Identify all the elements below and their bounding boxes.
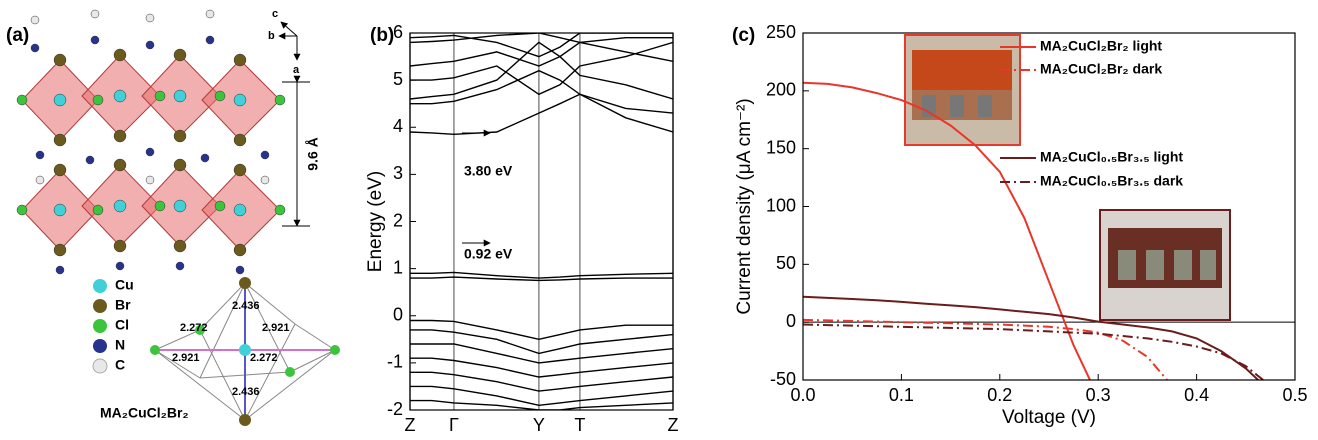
x-tick-label: Γ <box>449 415 459 435</box>
series-line <box>410 93 673 136</box>
series-line <box>410 69 673 114</box>
legend-label: MA₂CuCl₂Br₂ light <box>1040 38 1162 54</box>
y-axis-label: Current density (μA cm⁻²) <box>734 98 755 314</box>
x-tick-label: 0.2 <box>987 385 1012 405</box>
y-tick-label: 2 <box>393 210 403 230</box>
element-label: Cu <box>115 277 134 293</box>
series-line <box>410 33 673 58</box>
x-tick-label: Y <box>533 415 545 435</box>
panel-label: (b) <box>370 25 394 46</box>
bond-length: 2.436 <box>232 386 260 398</box>
bond-length: 2.921 <box>172 352 200 364</box>
layer-spacing: 9.6 Å <box>305 137 321 170</box>
legend-label: MA₂CuCl₂Br₂ dark <box>1040 61 1162 77</box>
series-line <box>803 318 1169 380</box>
y-tick-label: 200 <box>766 80 796 100</box>
x-tick-label: Z <box>405 415 416 435</box>
plot-frame <box>409 32 674 411</box>
element-label: Br <box>115 297 131 313</box>
axis-label: c <box>272 8 278 20</box>
y-tick-label: 3 <box>393 163 403 183</box>
x-tick-label: 0.4 <box>1184 385 1209 405</box>
panel-label: (a) <box>6 25 29 46</box>
x-tick-label: 0.0 <box>790 385 815 405</box>
element-label: Cl <box>115 317 129 333</box>
y-tick-label: 250 <box>766 22 796 42</box>
element-label: C <box>115 357 125 373</box>
y-tick-label: -1 <box>387 352 403 372</box>
y-tick-label: 5 <box>393 69 403 89</box>
series-line <box>410 41 673 96</box>
series-line <box>803 295 1260 380</box>
y-tick-label: 50 <box>776 253 796 273</box>
x-tick-label: Z <box>668 415 679 435</box>
y-tick-label: 1 <box>393 257 403 277</box>
bond-length: 2.272 <box>180 322 208 334</box>
bond-length: 2.436 <box>232 300 260 312</box>
y-tick-label: 6 <box>393 22 403 42</box>
annotation: 0.92 eV <box>464 246 513 262</box>
crystal-structure: (a) c b a <box>6 8 340 426</box>
series-line <box>410 329 673 355</box>
plot-area <box>410 33 673 410</box>
series-line <box>410 343 673 364</box>
axis-label: a <box>293 64 300 76</box>
series-line <box>410 319 673 341</box>
device-photo <box>904 34 1231 321</box>
plot-frame <box>802 32 1296 381</box>
panel-label: (c) <box>732 25 755 46</box>
legend-label: MA₂CuCl₀.₅Br₃.₅ light <box>1040 149 1183 165</box>
y-tick-label: 150 <box>766 137 796 157</box>
series-line <box>410 399 673 410</box>
x-tick-label: T <box>574 415 585 435</box>
axis-label: b <box>268 30 275 42</box>
y-tick-label: -2 <box>387 399 403 419</box>
element-legend: Cu Br Cl N C <box>92 277 134 374</box>
bond-length: 2.921 <box>262 322 290 334</box>
y-axis-label: Energy (eV) <box>365 171 386 272</box>
formula: MA₂CuCl₂Br₂ <box>100 405 189 421</box>
octahedron-detail <box>150 277 340 426</box>
series-line <box>410 357 673 378</box>
y-tick-label: 0 <box>786 311 796 331</box>
y-tick-label: 4 <box>393 116 403 136</box>
series-line <box>803 81 1092 380</box>
x-tick-label: 0.3 <box>1086 385 1111 405</box>
series-line <box>410 33 673 62</box>
x-axis-label: Voltage (V) <box>1002 407 1096 428</box>
series-line <box>410 371 673 392</box>
series-line <box>410 37 673 67</box>
element-label: N <box>115 337 125 353</box>
atoms <box>16 9 286 275</box>
x-tick-label: 0.1 <box>889 385 914 405</box>
series-line <box>410 41 673 100</box>
y-tick-label: -50 <box>770 369 796 389</box>
x-tick-label: 0.5 <box>1282 385 1307 405</box>
bond-length: 2.272 <box>250 352 278 364</box>
series-line <box>410 276 673 282</box>
y-tick-label: 0 <box>393 305 403 325</box>
annotation: 3.80 eV <box>464 163 513 179</box>
series-line <box>410 385 673 407</box>
plot-area <box>803 81 1265 380</box>
series-line <box>803 323 1265 380</box>
y-tick-label: 100 <box>766 195 796 215</box>
legend-label: MA₂CuCl₀.₅Br₃.₅ dark <box>1040 173 1183 189</box>
series-line <box>410 271 673 279</box>
